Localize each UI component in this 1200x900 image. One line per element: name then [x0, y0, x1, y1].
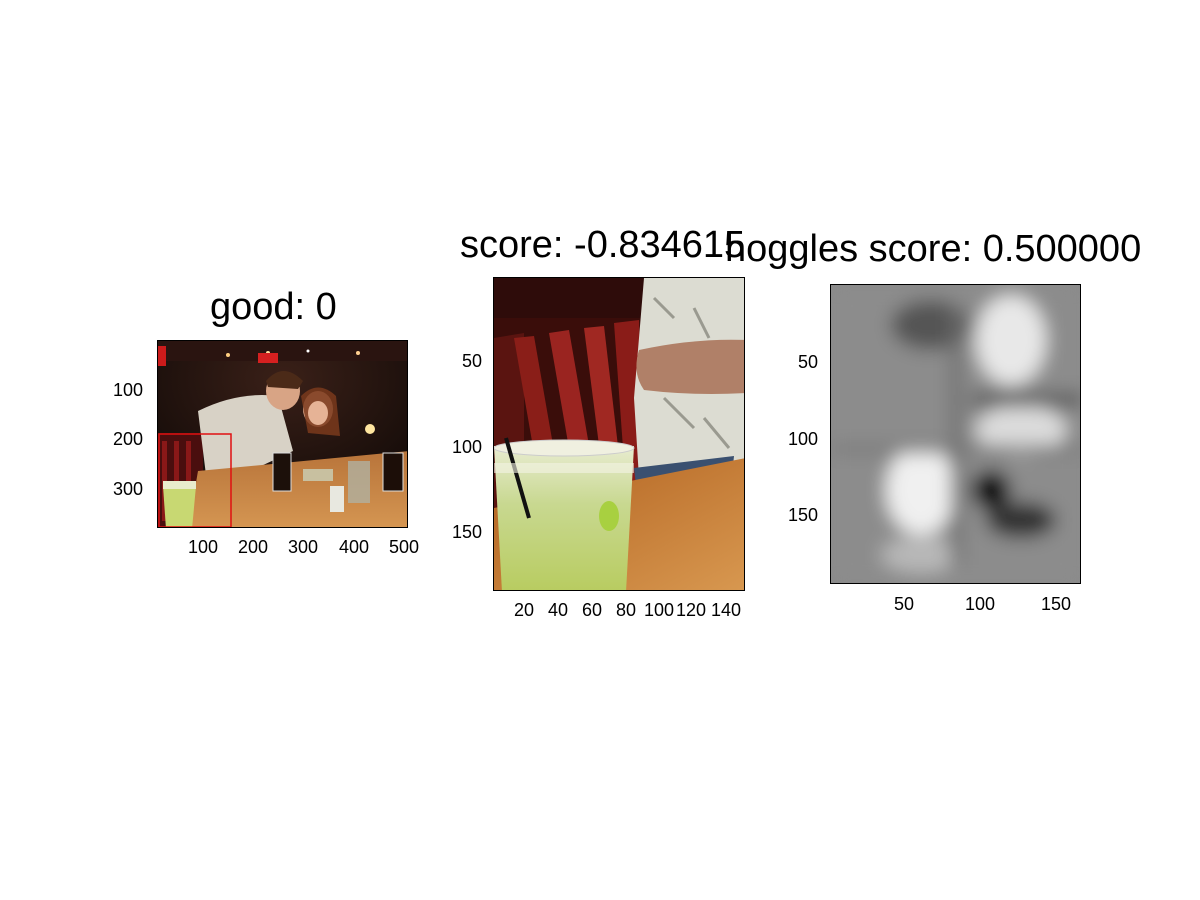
- panel2-xtick: 80: [616, 600, 637, 620]
- panel2-xtick: 20: [514, 600, 535, 620]
- panel1-image-axes: [157, 340, 408, 528]
- panel1-xtick: 500: [389, 537, 420, 557]
- panel1-xtick: 300: [288, 537, 319, 557]
- panel2-ytick: 50: [462, 351, 483, 371]
- panel1-xtick: 100: [188, 537, 219, 557]
- panel3-xtick: 100: [965, 594, 996, 614]
- panel2-xtick: 140: [711, 600, 742, 620]
- panel2-ytick: 100: [452, 437, 483, 457]
- panel3-image-axes: [830, 284, 1081, 584]
- panel1-ytick: 200: [113, 429, 144, 449]
- detection-box: [158, 433, 232, 527]
- panel2-xtick: 40: [548, 600, 569, 620]
- restaurant-photo: [158, 341, 407, 527]
- panel1-ytick: 100: [113, 380, 144, 400]
- panel2-image-axes: [493, 277, 745, 591]
- panel3-xtick: 150: [1041, 594, 1072, 614]
- panel2-xtick: 100: [644, 600, 675, 620]
- panel1-title: good: 0: [210, 286, 337, 328]
- panel2-title: score: -0.834615: [460, 224, 746, 266]
- panel3-ytick: 100: [788, 429, 819, 449]
- panel2-xtick: 60: [582, 600, 603, 620]
- panel3-title: hoggles score: 0.500000: [725, 228, 1142, 270]
- cropped-drink-photo: [494, 278, 744, 590]
- panel1-xtick: 200: [238, 537, 269, 557]
- hog-visualization-grayscale: [831, 285, 1080, 583]
- panel3-ytick: 150: [788, 505, 819, 525]
- panel3-ytick: 50: [798, 352, 819, 372]
- panel2-xtick: 120: [676, 600, 707, 620]
- panel1-ytick: 300: [113, 479, 144, 499]
- panel3-xtick: 50: [894, 594, 915, 614]
- panel1-xtick: 400: [339, 537, 370, 557]
- panel2-ytick: 150: [452, 522, 483, 542]
